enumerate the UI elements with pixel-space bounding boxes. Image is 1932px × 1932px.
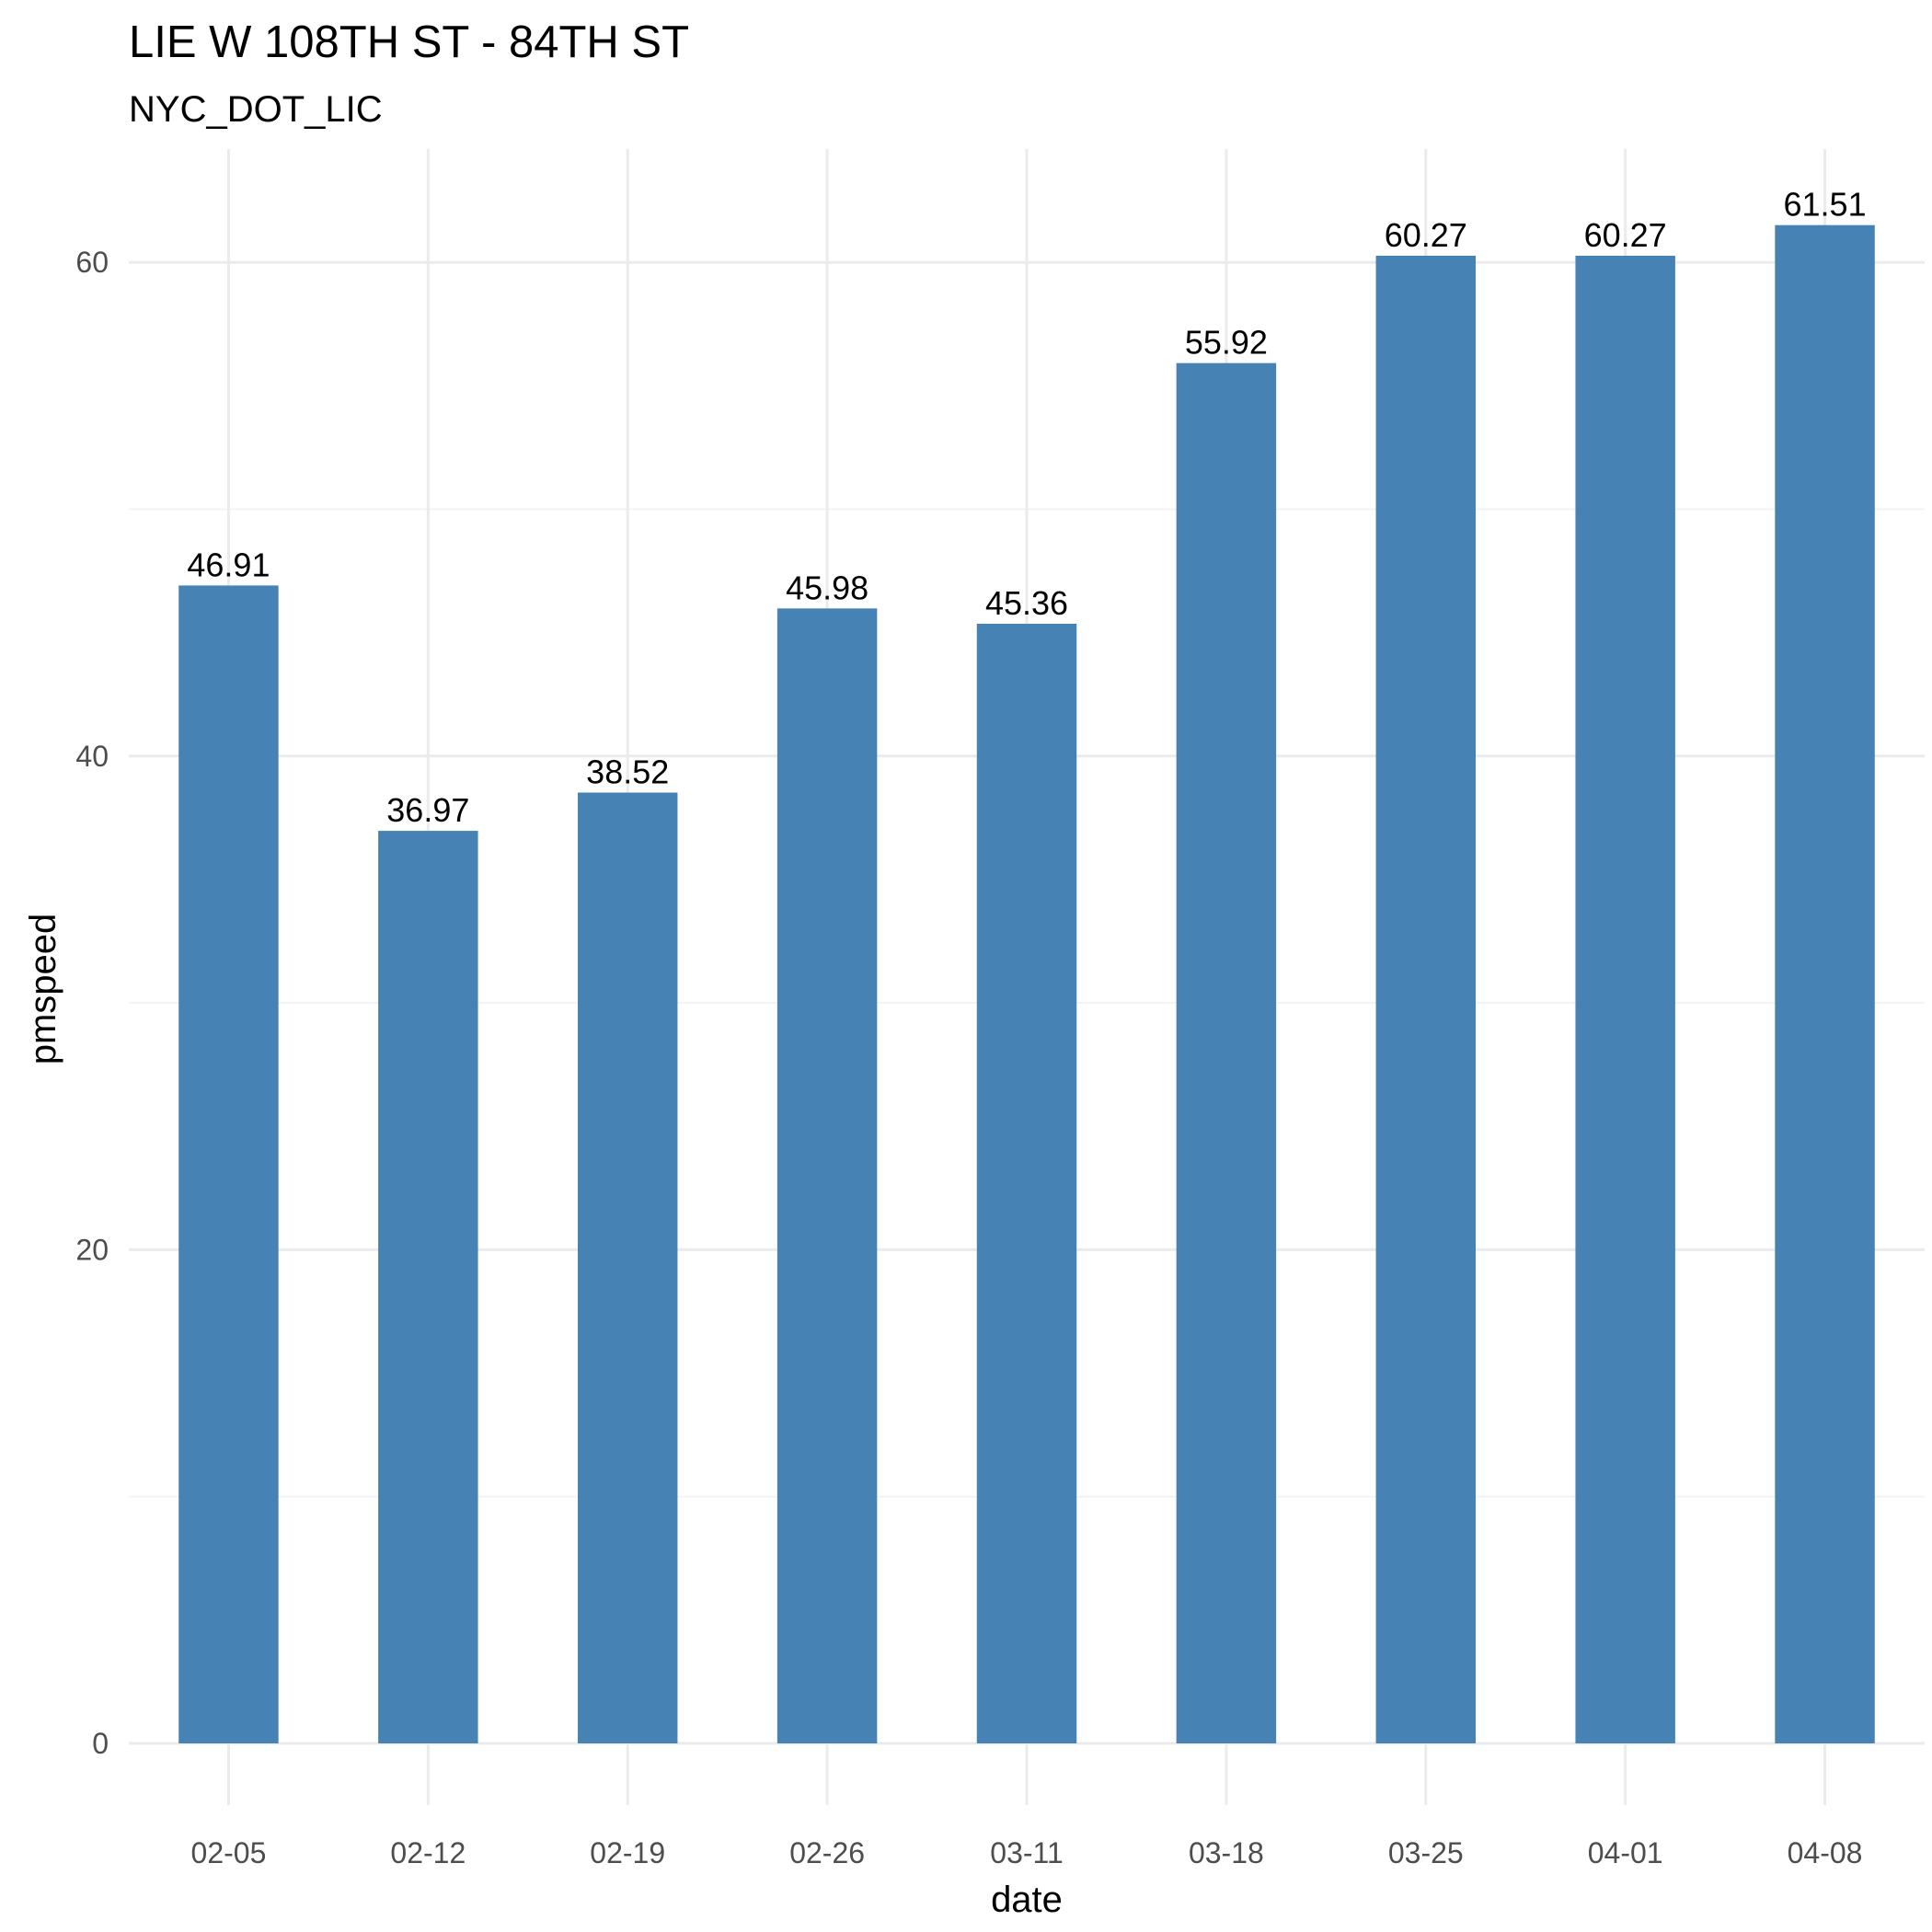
bar-02-26 [776, 608, 878, 1743]
x-tick-label: 02-12 [390, 1836, 466, 1869]
x-tick-label: 02-05 [191, 1836, 267, 1869]
bar-03-25 [1375, 255, 1476, 1743]
y-axis-title: pmspeed [23, 914, 63, 1065]
data-label-04-01: 60.27 [1584, 216, 1667, 254]
chart-subtitle: NYC_DOT_LIC [129, 89, 383, 130]
bar-02-19 [578, 792, 678, 1743]
bar-03-18 [1176, 362, 1277, 1744]
data-label-03-25: 60.27 [1385, 216, 1467, 254]
bar-04-01 [1575, 255, 1675, 1743]
y-tick-label: 40 [75, 740, 109, 773]
x-tick-label: 03-25 [1388, 1836, 1464, 1869]
data-label-04-08: 61.51 [1784, 186, 1867, 224]
data-label-03-11: 45.36 [985, 584, 1068, 622]
x-tick-label: 04-08 [1788, 1836, 1863, 1869]
y-tick-label: 60 [75, 246, 109, 279]
data-labels: 46.91 36.97 38.52 45.98 45.36 55.92 60.27 60.27… [187, 186, 1866, 829]
bar-02-05 [178, 585, 279, 1743]
data-label-02-05: 46.91 [187, 546, 270, 583]
x-tick-label: 02-26 [789, 1836, 865, 1869]
data-label-02-26: 45.98 [786, 569, 868, 606]
bars [178, 224, 1875, 1744]
x-tick-label: 03-18 [1189, 1836, 1264, 1869]
bar-03-11 [976, 623, 1077, 1743]
x-axis-ticks: 02-05 02-12 02-19 02-26 03-11 03-18 03-25 04-01… [191, 1836, 1863, 1869]
x-axis-title: date [991, 1880, 1063, 1920]
bar-04-08 [1775, 224, 1875, 1743]
x-tick-label: 03-11 [990, 1836, 1063, 1869]
y-axis-ticks: 0 20 40 60 [75, 246, 109, 1760]
y-tick-label: 20 [75, 1233, 109, 1266]
x-tick-label: 04-01 [1588, 1836, 1663, 1869]
data-label-02-19: 38.52 [586, 753, 669, 791]
x-tick-label: 02-19 [590, 1836, 665, 1869]
bar-02-12 [378, 831, 478, 1743]
y-tick-label: 0 [92, 1727, 109, 1760]
data-label-02-12: 36.97 [386, 791, 469, 829]
chart-title: LIE W 108TH ST - 84TH ST [129, 17, 689, 67]
data-label-03-18: 55.92 [1185, 324, 1268, 362]
